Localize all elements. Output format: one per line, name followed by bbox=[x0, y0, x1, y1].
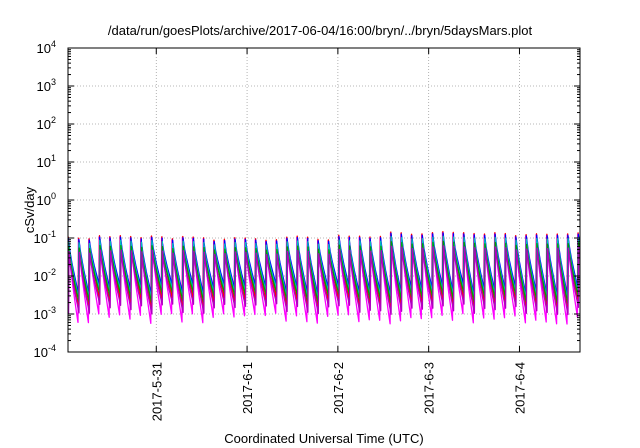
x-tick-label: 2017-6-3 bbox=[422, 362, 437, 414]
y-tick-label: 10-3 bbox=[34, 305, 56, 322]
y-tick-label: 104 bbox=[37, 39, 56, 56]
series-layer bbox=[68, 230, 580, 325]
x-tick-label: 2017-6-1 bbox=[240, 362, 255, 414]
x-axis: 2017-5-31 2017-6-1 2017-6-2 2017-6-3 2017-6-… bbox=[149, 48, 527, 421]
y-tick-label: 101 bbox=[37, 153, 56, 170]
y-tick-label: 100 bbox=[37, 191, 56, 208]
x-tick-label: 2017-6-2 bbox=[331, 362, 346, 414]
y-tick-label: 10-2 bbox=[34, 267, 56, 284]
x-tick-label: 2017-5-31 bbox=[149, 362, 164, 421]
y-tick-label: 102 bbox=[37, 115, 56, 132]
x-tick-label: 2017-6-4 bbox=[512, 362, 527, 414]
y-axis: 10-4 10-3 10-2 10-1 100 101 102 103 104 bbox=[34, 39, 580, 360]
y-tick-label: 103 bbox=[37, 77, 56, 94]
y-axis-label: cSv/day bbox=[22, 186, 37, 233]
y-tick-label: 10-4 bbox=[34, 343, 56, 360]
chart-title: /data/run/goesPlots/archive/2017-06-04/1… bbox=[108, 23, 533, 38]
x-axis-label: Coordinated Universal Time (UTC) bbox=[224, 431, 423, 446]
y-tick-label: 10-1 bbox=[34, 229, 56, 246]
series-line-6 bbox=[68, 245, 580, 316]
